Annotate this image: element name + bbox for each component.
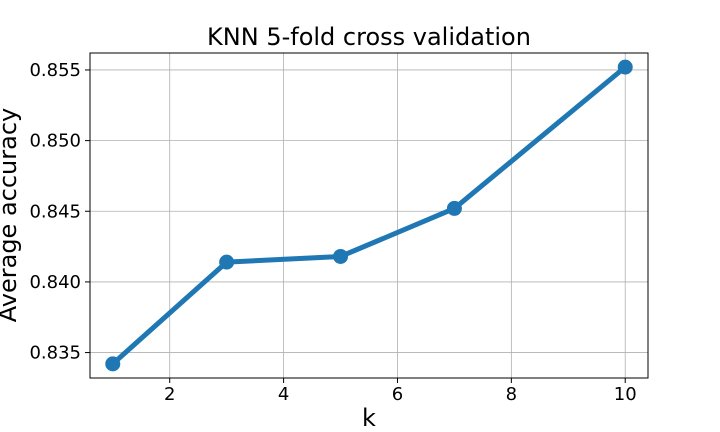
x-tick-label: 2 <box>164 384 175 405</box>
series-layer <box>105 59 633 372</box>
x-tick-label: 10 <box>614 384 637 405</box>
x-tick-label: 8 <box>506 384 517 405</box>
y-tick-label: 0.850 <box>29 131 81 152</box>
x-tick-label: 4 <box>278 384 289 405</box>
data-point <box>105 356 121 372</box>
x-axis-label: k <box>362 404 376 432</box>
y-tick-label: 0.855 <box>29 60 81 81</box>
data-point <box>333 248 349 264</box>
chart-title: KNN 5-fold cross validation <box>207 23 531 51</box>
data-point <box>446 200 462 216</box>
y-tick-label: 0.845 <box>29 201 81 222</box>
y-axis-label: Average accuracy <box>0 108 22 322</box>
y-tick-label: 0.840 <box>29 272 81 293</box>
data-point <box>617 59 633 75</box>
plot-frame <box>89 52 649 379</box>
y-axis-ticks: 0.835 0.840 0.845 0.850 0.855 <box>29 60 90 364</box>
x-axis-ticks: 2 4 6 8 10 <box>164 378 637 405</box>
data-point <box>219 254 235 270</box>
y-tick-label: 0.835 <box>29 343 81 364</box>
grid-lines <box>90 53 648 378</box>
x-tick-label: 6 <box>392 384 403 405</box>
